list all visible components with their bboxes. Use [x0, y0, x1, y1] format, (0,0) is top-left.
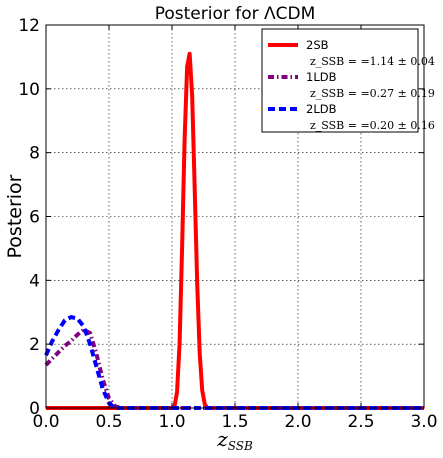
legend-stat: z_SSB = =0.20 ± 0.16	[310, 119, 435, 132]
x-tick-label: 3.0	[410, 412, 437, 432]
x-tick-label: 1.0	[158, 412, 185, 432]
legend: 2SB z_SSB = =1.14 ± 0.04 1LDB z_SSB = =0.27…	[261, 28, 435, 133]
series-line-2ldb	[44, 315, 424, 410]
legend-label: 2SB	[306, 38, 329, 52]
legend-label: 1LDB	[306, 70, 337, 84]
legend-label: 2LDB	[306, 102, 337, 116]
y-tick-label: 6	[29, 208, 40, 228]
y-tick-label: 12	[18, 16, 40, 36]
y-tick-label: 10	[18, 80, 40, 100]
y-tick-label: 2	[29, 335, 40, 355]
y-axis-label: Posterior	[4, 174, 26, 258]
axis-ticks: 0.0 0.5 1.0 1.5 2.0 2.5 3.0 0 2 4 6 8 10 12	[18, 16, 437, 432]
legend-stat: z_SSB = =1.14 ± 0.04	[310, 55, 435, 68]
x-axis-label-main: z	[216, 427, 228, 451]
legend-stat: z_SSB = =0.27 ± 0.19	[310, 87, 435, 100]
x-tick-label: 2.5	[347, 412, 374, 432]
x-axis-label: zSSB	[216, 427, 253, 453]
x-axis-label-sub: SSB	[228, 439, 253, 453]
y-tick-label: 0	[29, 399, 40, 419]
x-tick-label: 1.5	[221, 412, 248, 432]
x-tick-label: 0.0	[32, 412, 59, 432]
chart-title: Posterior for ΛCDM	[155, 4, 316, 24]
y-tick-label: 4	[29, 271, 40, 291]
y-tick-label: 8	[29, 144, 40, 164]
x-tick-label: 0.5	[95, 412, 122, 432]
x-tick-label: 2.0	[284, 412, 311, 432]
